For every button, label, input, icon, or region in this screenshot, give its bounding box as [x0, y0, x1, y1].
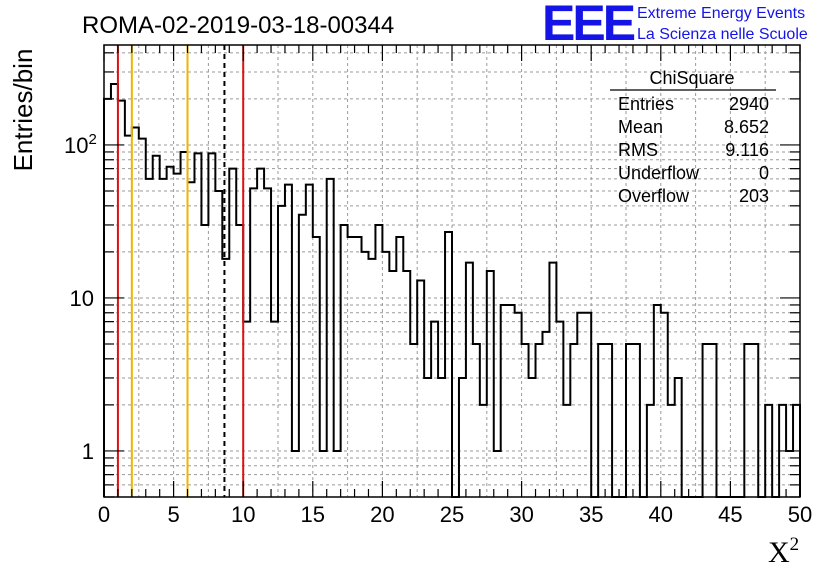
x-tick-label: 45: [718, 502, 742, 527]
histogram-bin: [556, 322, 563, 497]
histogram-bin: [299, 215, 306, 497]
histogram-bin: [522, 344, 529, 497]
histogram-bin: [181, 152, 188, 497]
stats-row-label: Underflow: [618, 163, 700, 183]
histogram-bin: [236, 225, 243, 497]
histogram-bin: [125, 136, 132, 497]
histogram-bin: [605, 344, 612, 497]
stats-row-value: 0: [759, 163, 769, 183]
axis-ticks: [103, 45, 801, 498]
histogram-bin: [229, 169, 236, 497]
stats-row-value: 8.652: [724, 117, 769, 137]
histogram-bin: [445, 232, 452, 497]
x-tick-label: 35: [579, 502, 603, 527]
histogram-bin: [459, 378, 466, 497]
x-tick-label: 10: [231, 502, 255, 527]
chart-title: ROMA-02-2019-03-18-00344: [82, 12, 394, 39]
histogram-bin: [146, 179, 153, 497]
histogram-bin: [431, 322, 438, 497]
stats-row-label: Entries: [618, 94, 674, 114]
histogram-bin: [362, 252, 369, 497]
histogram-bin: [327, 179, 334, 497]
histogram-bin: [201, 225, 208, 497]
histogram-bin: [111, 84, 118, 497]
x-tick-label: 15: [301, 502, 325, 527]
histogram-bin: [139, 139, 146, 497]
histogram-bin: [536, 344, 543, 497]
x-tick-label: 50: [788, 502, 812, 527]
y-tick-label: 10: [70, 286, 94, 311]
histogram-bin: [675, 378, 682, 497]
histogram-bin: [243, 322, 250, 497]
histogram-bin: [375, 225, 382, 497]
histogram-bin: [598, 344, 605, 497]
eee-logo: EEE Extreme Energy Events La Scienza nel…: [542, 0, 808, 51]
histogram-step-line: [103, 83, 801, 498]
histogram-bin: [382, 252, 389, 497]
stats-row-value: 2940: [729, 94, 769, 114]
x-tick-label: 20: [370, 502, 394, 527]
x-tick-label: 40: [649, 502, 673, 527]
stats-header: ChiSquare: [649, 68, 734, 88]
histogram-bin: [626, 344, 633, 497]
histogram-bin: [257, 169, 264, 497]
histogram-bin: [542, 332, 549, 497]
histogram-bin: [410, 344, 417, 497]
histogram-bin: [744, 344, 751, 497]
histogram-bin: [424, 378, 431, 497]
histogram-bin: [153, 156, 160, 497]
y-tick-label: 1: [82, 439, 94, 464]
x-axis-label-superscript: 2: [790, 534, 800, 555]
eee-logo-line2: La Scienza nelle Scuole: [637, 26, 808, 43]
stats-row-label: RMS: [618, 140, 658, 160]
histogram-bin: [473, 344, 480, 497]
x-tick-labels: 0 5 10 15 20 25 30 35 40 45 50: [98, 502, 812, 527]
histogram-bin: [570, 344, 577, 497]
histogram-bin: [654, 305, 661, 497]
x-tick-label: 0: [98, 502, 110, 527]
stats-row-label: Overflow: [618, 186, 690, 206]
histogram-bin: [633, 344, 640, 497]
x-axis-label: X2: [768, 534, 799, 569]
y-tick-label-exp: 2: [88, 131, 96, 148]
y-axis-label: Entries/bin: [8, 49, 38, 172]
histogram-bin: [132, 128, 139, 497]
x-tick-label: 30: [509, 502, 533, 527]
histogram-bin: [285, 185, 292, 497]
stats-row-label: Mean: [618, 117, 663, 137]
stats-row-value: 9.116: [725, 140, 769, 160]
marker-lines: [116, 45, 245, 497]
x-tick-label: 25: [440, 502, 464, 527]
histogram-bin: [751, 344, 758, 497]
histogram-bin: [703, 344, 710, 497]
x-axis-label-base: X: [768, 536, 790, 569]
eee-logo-line1: Extreme Energy Events: [637, 5, 805, 22]
histogram-bin: [438, 378, 445, 497]
x-tick-label: 5: [167, 502, 179, 527]
histogram-bin: [710, 344, 717, 497]
histogram-bin: [160, 179, 167, 497]
histogram-bin: [341, 225, 348, 497]
stats-row-value: 203: [739, 186, 769, 206]
histogram-bin: [508, 305, 515, 497]
histogram-bin: [188, 182, 195, 497]
histogram-bin: [174, 174, 181, 497]
y-tick-label-base: 10: [64, 133, 88, 158]
histogram-bin: [278, 206, 285, 497]
stats-box: ChiSquare Entries 2940 Mean 8.652 RMS 9.116 Un…: [610, 68, 776, 206]
histogram-bin: [501, 305, 508, 497]
histogram-bin: [271, 322, 278, 497]
histogram-bin: [306, 185, 313, 497]
eee-logo-mark: EEE: [542, 0, 635, 51]
y-tick-label: 102: [64, 131, 97, 158]
histogram-bin: [529, 378, 536, 497]
histogram-bin: [194, 153, 201, 497]
histogram-bin: [208, 153, 215, 497]
